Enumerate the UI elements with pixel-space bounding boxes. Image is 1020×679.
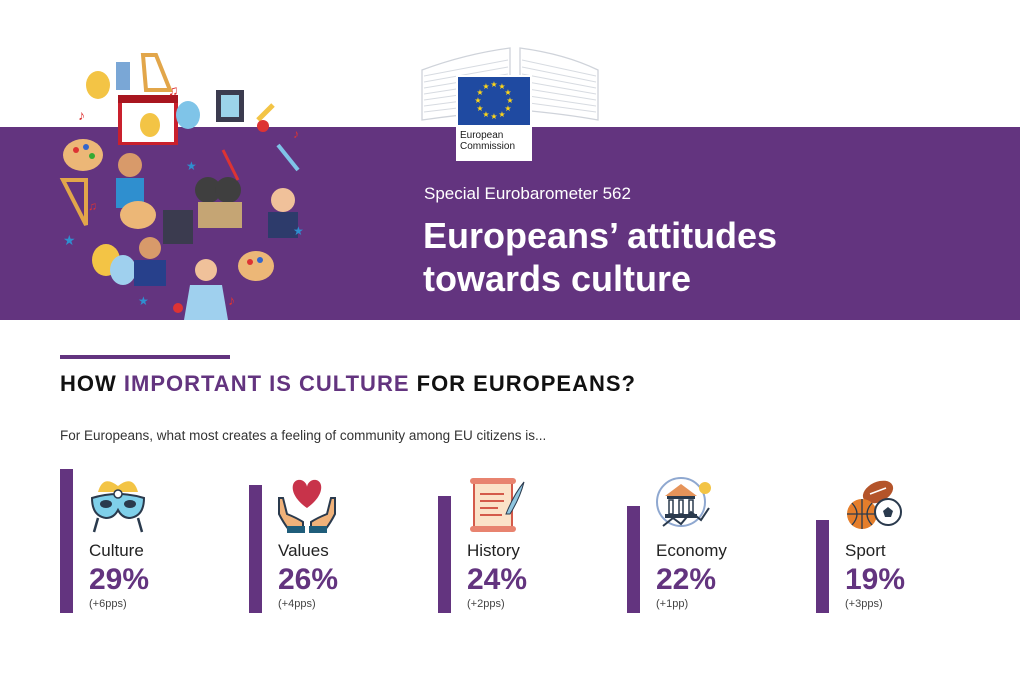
mask-icon	[90, 481, 146, 533]
stat-label: Values	[278, 541, 329, 560]
svg-text:★: ★	[482, 110, 489, 119]
heading-part2: FOR EUROPEANS?	[409, 371, 636, 396]
section-heading: HOW IMPORTANT IS CULTURE FOR EUROPEANS?	[60, 371, 636, 397]
european-commission-logo: ★ ★★ ★★★ ★★★ ★★★	[421, 47, 599, 161]
svg-text:★: ★	[138, 294, 149, 308]
stat-change: (+1pp)	[656, 598, 689, 610]
stat-change: (+6pps)	[89, 598, 127, 610]
stat-change: (+2pps)	[467, 598, 505, 610]
stat-label: Culture	[89, 541, 144, 560]
section-rule	[60, 355, 230, 359]
stat-value: 26%	[278, 563, 339, 596]
svg-text:★: ★	[474, 96, 481, 105]
stat-value: 24%	[467, 563, 528, 596]
stat-label: Sport	[845, 541, 886, 560]
stat-culture: Culture 29% (+6pps)	[60, 468, 230, 613]
svg-text:★: ★	[490, 112, 497, 121]
title-line2: towards culture	[423, 258, 692, 299]
stat-label: History	[467, 541, 520, 560]
stat-bar	[627, 506, 640, 613]
svg-text:★: ★	[63, 232, 76, 248]
report-subtitle: Special Eurobarometer 562	[424, 184, 631, 203]
stat-change: (+3pps)	[845, 598, 883, 610]
svg-text:★: ★	[186, 159, 197, 173]
culture-collage-illustration: ♪ ♫ ♪ ♫ ♪ ★ ★ ★ ★	[59, 53, 304, 320]
stat-history: History 24% (+2pps)	[438, 468, 608, 613]
svg-text:♪: ♪	[293, 127, 299, 141]
logo-text-line2: Commission	[460, 141, 516, 152]
svg-text:♪: ♪	[78, 107, 85, 123]
title-line1: Europeans’ attitudes	[423, 215, 778, 256]
svg-text:♫: ♫	[168, 82, 179, 98]
stat-bar	[816, 520, 829, 613]
stat-bar	[60, 469, 73, 613]
balls-icon	[847, 480, 902, 529]
svg-text:★: ★	[506, 96, 513, 105]
bank-chart-icon	[656, 477, 711, 527]
svg-text:★: ★	[476, 104, 483, 113]
stat-change: (+4pps)	[278, 598, 316, 610]
survey-question: For Europeans, what most creates a feeli…	[60, 428, 547, 443]
svg-text:♪: ♪	[228, 292, 235, 308]
svg-text:♫: ♫	[88, 199, 97, 213]
stat-values: Values 26% (+4pps)	[249, 468, 419, 613]
svg-text:★: ★	[498, 110, 505, 119]
heading-highlight: IMPORTANT IS CULTURE	[123, 371, 410, 396]
stat-label: Economy	[656, 541, 727, 560]
logo-text-line1: European	[460, 130, 504, 141]
stat-bar	[438, 496, 451, 613]
stat-value: 29%	[89, 563, 150, 596]
svg-text:★: ★	[498, 82, 505, 91]
heading-part1: HOW	[60, 371, 124, 396]
heart-hands-icon	[278, 479, 336, 533]
svg-text:★: ★	[476, 88, 483, 97]
svg-text:★: ★	[293, 224, 304, 238]
stat-sport: Sport 19% (+3pps)	[816, 468, 986, 613]
svg-text:★: ★	[490, 80, 497, 89]
svg-text:★: ★	[504, 88, 511, 97]
stat-value: 19%	[845, 563, 906, 596]
european-commission-wordmark: European Commission	[460, 130, 532, 152]
stat-economy: Economy 22% (+1pp)	[627, 468, 797, 613]
svg-text:★: ★	[482, 82, 489, 91]
scroll-quill-icon	[470, 478, 525, 532]
stat-bar	[249, 485, 262, 613]
svg-text:★: ★	[504, 104, 511, 113]
report-title: Europeans’ attitudes towards culture	[423, 214, 983, 300]
stat-value: 22%	[656, 563, 717, 596]
